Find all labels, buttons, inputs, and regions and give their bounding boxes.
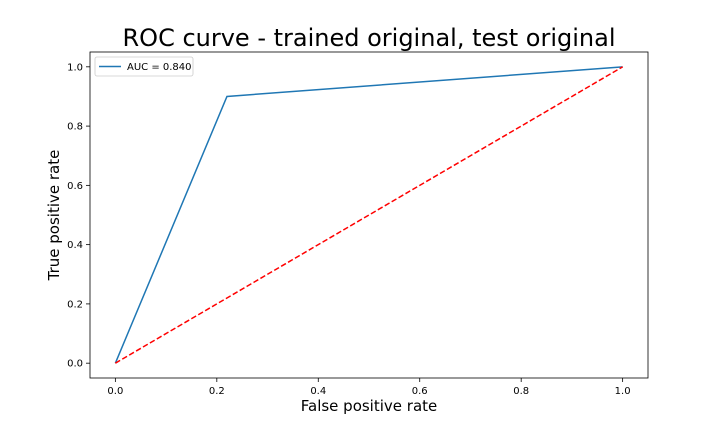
x-tick-label: 0.0 xyxy=(107,386,123,397)
y-tick-label: 0.6 xyxy=(67,181,83,192)
series-layer xyxy=(114,66,624,364)
y-axis-ticks: 0.0 0.2 0.4 0.6 0.8 1.0 xyxy=(67,62,90,370)
legend-label-roc: AUC = 0.840 xyxy=(127,62,192,73)
x-tick-label: 0.8 xyxy=(513,386,529,397)
x-tick-label: 0.4 xyxy=(310,386,326,397)
y-tick-label: 0.4 xyxy=(67,240,83,251)
y-tick-label: 0.2 xyxy=(67,299,83,310)
y-tick-label: 1.0 xyxy=(67,62,83,73)
chart-title: ROC curve - trained original, test origi… xyxy=(123,24,616,52)
y-axis-label: True positive rate xyxy=(45,150,63,282)
x-tick-label: 0.6 xyxy=(412,386,428,397)
x-tick-label: 1.0 xyxy=(615,386,631,397)
legend-box xyxy=(94,56,194,77)
x-axis-label: False positive rate xyxy=(301,397,438,415)
y-tick-label: 0.8 xyxy=(67,122,83,133)
x-tick-label: 0.2 xyxy=(209,386,225,397)
y-tick-label: 0.0 xyxy=(67,359,83,370)
chance-diagonal-line xyxy=(114,66,624,364)
roc-curve-line xyxy=(114,66,623,364)
legend: AUC = 0.840 xyxy=(94,56,194,77)
plot-area-frame xyxy=(89,51,649,379)
x-axis-ticks: 0.0 0.2 0.4 0.6 0.8 1.0 xyxy=(107,378,631,397)
